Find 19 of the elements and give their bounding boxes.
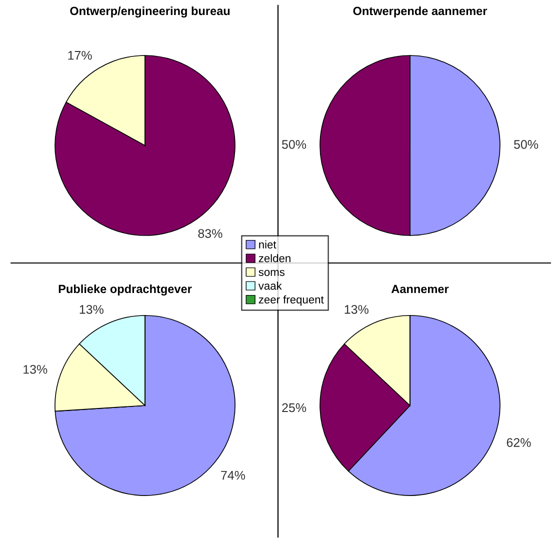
legend-label: soms (258, 270, 285, 276)
chart-title: Ontwerpende aannemer (353, 6, 488, 18)
chart-title: Ontwerp/engineering bureau (70, 6, 230, 18)
data-label: 25% (282, 403, 306, 412)
data-label: 50% (514, 140, 538, 149)
data-label: 62% (506, 438, 531, 447)
legend-label: niet (259, 240, 276, 249)
chart-title: Publieke opdrachtgever (58, 284, 192, 296)
legend-label: vaak (258, 282, 282, 290)
data-label: 17% (68, 50, 92, 60)
data-label: 13% (24, 364, 48, 374)
legend-label: zelden (258, 254, 290, 262)
chart-title: Aannemer (391, 284, 449, 294)
data-label: 83% (198, 229, 222, 238)
data-label: 74% (221, 470, 246, 480)
data-label: 50% (282, 140, 306, 149)
legend-label: zeer frequent (258, 295, 324, 306)
data-label: 13% (80, 305, 104, 314)
data-label: 13% (344, 305, 368, 314)
